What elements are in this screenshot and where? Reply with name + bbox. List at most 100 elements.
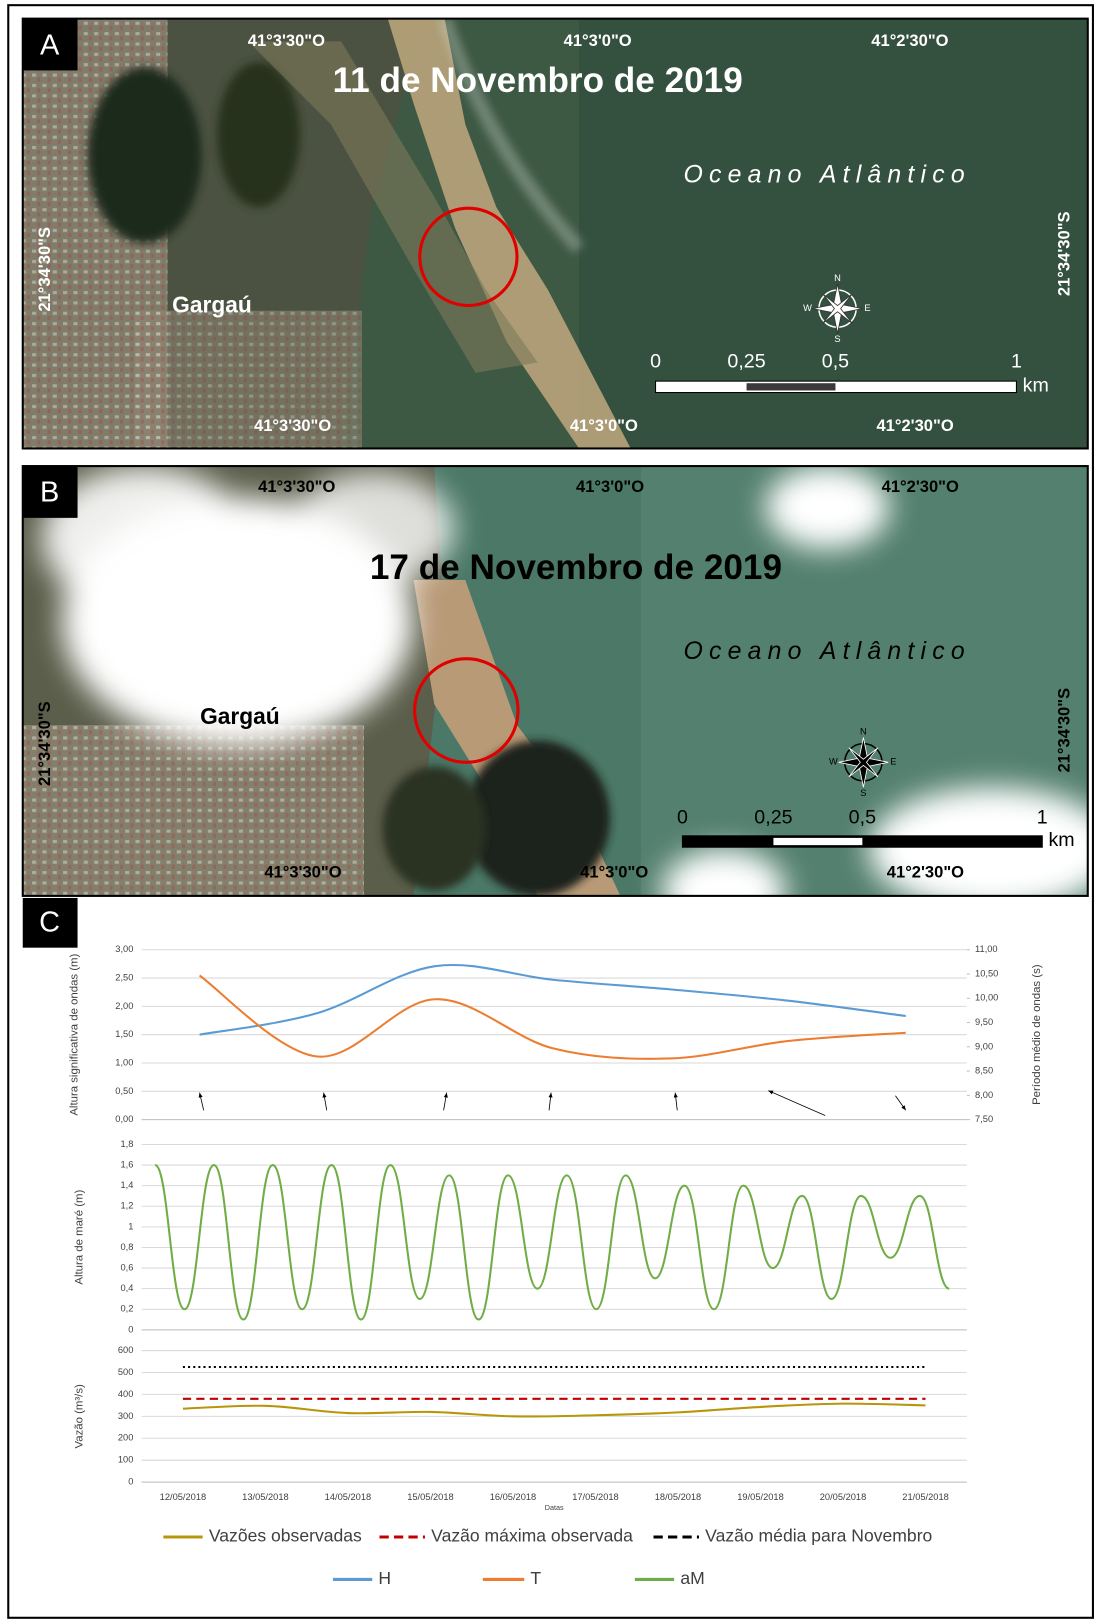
y-tick-label: 0 [128,1477,133,1487]
arrow-head [674,1093,678,1098]
panel-letter: A [40,29,60,61]
longitude-label: 41°3'0"O [580,862,648,881]
y-tick-label: 2,00 [115,1001,133,1011]
y2-tick-label: 8,00 [975,1090,993,1100]
legend-label: H [378,1568,391,1588]
arrow-head [199,1093,203,1098]
compass-letter: E [890,757,896,767]
y-tick-label: 0,50 [115,1086,133,1096]
panel-letter: C [39,906,60,938]
arrow-head [901,1105,905,1110]
date-title: 11 de Novembro de 2019 [333,61,743,100]
longitude-label: 41°3'0"O [564,31,632,50]
x-axis-label: Datas [545,1503,564,1512]
series-line [183,1404,926,1417]
legend-label: Vazão média para Novembro [705,1526,932,1546]
compass-letter: W [829,757,838,767]
figure: A 41°3'30"O 41°3'0"O 41°2'30"O 41°3'30"O 41°3… [0,0,1095,1624]
y-axis-label: Altura de maré (m) [74,1190,86,1285]
y-tick-label: 0,4 [120,1283,133,1293]
y-tick-label: 1,8 [120,1139,133,1149]
compass-letter: N [834,273,841,283]
ocean-label: Oceano Atlântico [684,638,971,665]
y2-tick-label: 9,00 [975,1041,993,1051]
longitude-label: 41°3'30"O [258,477,335,496]
x-tick-label: 17/05/2018 [572,1492,618,1502]
scale-label: 0,25 [727,351,765,373]
longitude-label: 41°2'30"O [882,477,959,496]
y2-axis-label: Período médio de ondas (s) [1031,964,1043,1105]
y2-tick-label: 11,00 [975,944,998,954]
direction-arrow [768,1091,825,1116]
y-axis-label: Vazão (m³/s) [74,1384,86,1449]
y-tick-label: 1,50 [115,1029,133,1039]
scale-bar-segment [773,838,862,845]
legend-label: aM [680,1568,704,1588]
scale-unit: km [1023,374,1049,396]
y-tick-label: 200 [118,1433,134,1443]
y-tick-label: 1,4 [120,1180,133,1190]
y-tick-label: 1,6 [120,1160,133,1170]
y-tick-label: 600 [118,1345,134,1355]
y-tick-label: 3,00 [115,944,133,954]
latitude-label: 21°34'30"S [1054,688,1073,773]
longitude-label: 41°2'30"O [887,862,964,881]
latitude-label: 21°34'30"S [35,701,54,786]
y-tick-label: 100 [118,1455,134,1465]
longitude-label: 41°3'30"O [248,31,325,50]
compass-letter: S [834,334,840,344]
longitude-label: 41°3'30"O [254,416,331,435]
y-tick-label: 0,00 [115,1114,133,1124]
scale-label: 0 [650,351,661,373]
series-line [155,1165,949,1319]
y-tick-label: 400 [118,1389,134,1399]
y-tick-label: 0 [128,1324,133,1334]
longitude-label: 41°3'0"O [570,416,638,435]
x-tick-label: 13/05/2018 [242,1492,288,1502]
y-axis-label: Altura significativa de ondas (m) [68,953,80,1115]
panel-letter: B [40,477,59,509]
y2-tick-label: 10,00 [975,993,998,1003]
longitude-label: 41°2'30"O [876,416,953,435]
legend-label: T [530,1568,541,1588]
y-tick-label: 500 [118,1367,134,1377]
y-tick-label: 0,8 [120,1242,133,1252]
x-tick-label: 15/05/2018 [407,1492,453,1502]
x-tick-label: 18/05/2018 [655,1492,701,1502]
scale-label: 0,25 [754,806,792,828]
date-title: 17 de Novembro de 2019 [370,548,782,587]
y2-tick-label: 7,50 [975,1114,993,1124]
arrow-head [322,1093,326,1098]
y-tick-label: 1,2 [120,1201,133,1211]
arrow-head [444,1093,448,1098]
y-tick-label: 300 [118,1411,134,1421]
y-tick-label: 0,6 [120,1263,133,1273]
x-tick-label: 19/05/2018 [737,1492,783,1502]
x-tick-label: 20/05/2018 [820,1492,866,1502]
scale-bar [656,381,1017,392]
y2-tick-label: 8,50 [975,1066,993,1076]
y-tick-label: 2,50 [115,973,133,983]
longitude-label: 41°3'30"O [264,862,341,881]
latitude-label: 21°34'30"S [35,227,54,312]
scale-unit: km [1048,829,1074,851]
y-tick-label: 1,00 [115,1057,133,1067]
x-tick-label: 12/05/2018 [160,1492,206,1502]
longitude-label: 41°3'0"O [576,477,644,496]
y2-tick-label: 10,50 [975,968,998,978]
scale-label: 0,5 [822,351,849,373]
y-tick-label: 0,2 [120,1304,133,1314]
latitude-label: 21°34'30"S [1054,211,1073,296]
longitude-label: 41°2'30"O [871,31,948,50]
scale-label: 0,5 [849,806,876,828]
place-label: Gargaú [172,292,252,318]
arrow-head [549,1093,553,1098]
scale-label: 0 [677,806,688,828]
compass-letter: S [860,788,866,798]
x-tick-label: 21/05/2018 [902,1492,948,1502]
compass-letter: W [803,303,812,313]
scale-label: 1 [1037,806,1048,828]
compass-letter: E [864,303,870,313]
scale-label: 1 [1011,351,1022,373]
x-tick-label: 16/05/2018 [490,1492,536,1502]
